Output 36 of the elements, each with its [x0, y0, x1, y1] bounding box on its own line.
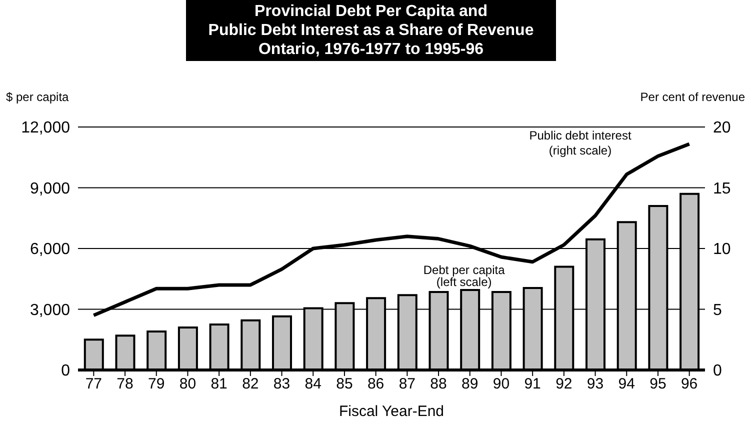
x-tick-label: 93	[586, 376, 604, 393]
series-label: Debt per capita (left scale)	[423, 263, 506, 290]
y2-tick-label: 5	[713, 302, 722, 319]
y2-tick-label: 15	[713, 180, 731, 198]
series-label: Public debt interest (right scale)	[529, 128, 632, 158]
x-tick-label: 81	[210, 376, 228, 393]
y2-tick-label: 10	[713, 241, 731, 258]
x-tick-label: 90	[492, 376, 510, 393]
y2-axis-title: Per cent of revenue	[640, 90, 745, 104]
x-tick-label: 92	[556, 376, 572, 393]
y2-tick-label: 20	[713, 120, 731, 137]
y-tick-label: 3,000	[30, 302, 70, 319]
y-tick-label: 9,000	[30, 180, 70, 198]
y-axis-title: $ per capita	[6, 90, 69, 104]
x-tick-label: 94	[618, 376, 635, 393]
y-tick-label: 6,000	[30, 241, 70, 258]
x-tick-label: 84	[304, 376, 322, 393]
x-tick-label: 79	[148, 376, 165, 393]
x-tick-label: 82	[242, 376, 259, 393]
x-tick-label: 83	[273, 376, 290, 393]
x-tick-label: 95	[650, 376, 666, 393]
x-tick-label: 77	[85, 376, 102, 393]
x-tick-label: 96	[680, 376, 698, 393]
x-tick-label: 91	[524, 376, 541, 393]
y-tick-label: 0	[61, 362, 70, 380]
y-tick-label: 12,000	[21, 120, 70, 137]
x-axis-title: Fiscal Year-End	[338, 403, 444, 420]
y2-tick-label: 0	[713, 362, 722, 380]
x-tick-label: 89	[462, 376, 478, 393]
x-tick-label: 78	[116, 376, 134, 393]
chart-title: Provincial Debt Per Capita and Public Debt Interest as a Share of Revenue Ontario, 1976-1977 to 1995-96	[186, 2, 556, 59]
x-tick-label: 85	[336, 376, 353, 393]
x-tick-label: 80	[179, 376, 196, 393]
x-tick-label: 87	[398, 376, 416, 393]
x-tick-label: 86	[367, 376, 384, 393]
x-tick-label: 88	[430, 376, 447, 393]
